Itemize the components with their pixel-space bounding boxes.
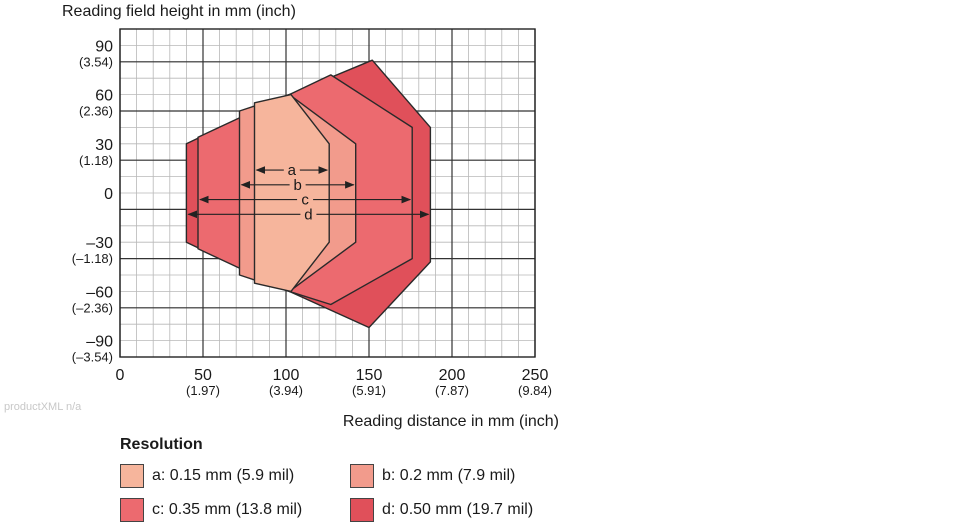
legend-label-b: b: 0.2 mm (7.9 mil) (382, 467, 516, 484)
x-tick-label: 200 (439, 367, 466, 384)
x-tick-label: 100 (273, 367, 300, 384)
y-tick-sublabel: (–1.18) (72, 251, 113, 266)
y-tick-label: 90 (95, 38, 113, 55)
y-tick-sublabel: (–2.36) (72, 300, 113, 315)
legend-item-d: d: 0.50 mm (19.7 mil) (350, 496, 580, 524)
x-tick-sublabel: (9.84) (518, 383, 552, 398)
y-tick-sublabel: (–3.54) (72, 350, 113, 365)
y-tick-label: –90 (86, 334, 113, 351)
range-arrow-d: d (187, 206, 430, 223)
range-arrow-a: a (255, 162, 329, 179)
x-axis-title: Reading distance in mm (inch) (343, 413, 559, 430)
y-tick-sublabel: (2.36) (79, 104, 113, 119)
legend-item-b: b: 0.2 mm (7.9 mil) (350, 462, 580, 490)
y-tick-label: 60 (95, 88, 113, 105)
range-label-b: b (293, 177, 301, 194)
x-tick-sublabel: (3.94) (269, 383, 303, 398)
legend: Resolution a: 0.15 mm (5.9 mil) b: 0.2 m… (120, 436, 580, 524)
x-tick-label: 50 (194, 367, 212, 384)
y-tick-label: 30 (95, 137, 113, 154)
x-tick-sublabel: (1.97) (186, 383, 220, 398)
chart: Reading field height in mm (inch) Readin… (62, 3, 559, 430)
range-arrow-b: b (240, 177, 355, 194)
range-label-c: c (301, 192, 309, 209)
legend-swatch-a (120, 464, 144, 488)
legend-item-a: a: 0.15 mm (5.9 mil) (120, 462, 350, 490)
x-tick-label: 250 (522, 367, 549, 384)
y-tick-label: –60 (86, 284, 113, 301)
x-tick-label: 0 (116, 367, 125, 384)
x-tick-label: 150 (356, 367, 383, 384)
y-tick-sublabel: (1.18) (79, 153, 113, 168)
legend-item-c: c: 0.35 mm (13.8 mil) (120, 496, 350, 524)
watermark-text: productXML n/a (4, 401, 82, 413)
y-tick-sublabel: (3.54) (79, 54, 113, 69)
x-tick-sublabel: (7.87) (435, 383, 469, 398)
legend-swatch-c (120, 498, 144, 522)
x-tick-sublabel: (5.91) (352, 383, 386, 398)
legend-swatch-d (350, 498, 374, 522)
legend-label-a: a: 0.15 mm (5.9 mil) (152, 467, 295, 484)
y-axis-title: Reading field height in mm (inch) (62, 3, 296, 20)
range-arrow-c: c (199, 192, 412, 209)
legend-title: Resolution (120, 436, 203, 453)
legend-label-d: d: 0.50 mm (19.7 mil) (382, 501, 534, 518)
legend-label-c: c: 0.35 mm (13.8 mil) (152, 501, 303, 518)
legend-swatch-b (350, 464, 374, 488)
area-a (253, 93, 330, 293)
plot-border (119, 28, 536, 358)
legend-items: a: 0.15 mm (5.9 mil) b: 0.2 mm (7.9 mil)… (120, 462, 580, 524)
range-label-a: a (288, 162, 297, 179)
axis-ticks: 0 50(1.97)100(3.94)150(5.91)200(7.87)250(… (72, 38, 552, 398)
range-label-d: d (304, 206, 312, 223)
y-tick-label: 0 (104, 186, 113, 203)
y-tick-label: –30 (86, 235, 113, 252)
